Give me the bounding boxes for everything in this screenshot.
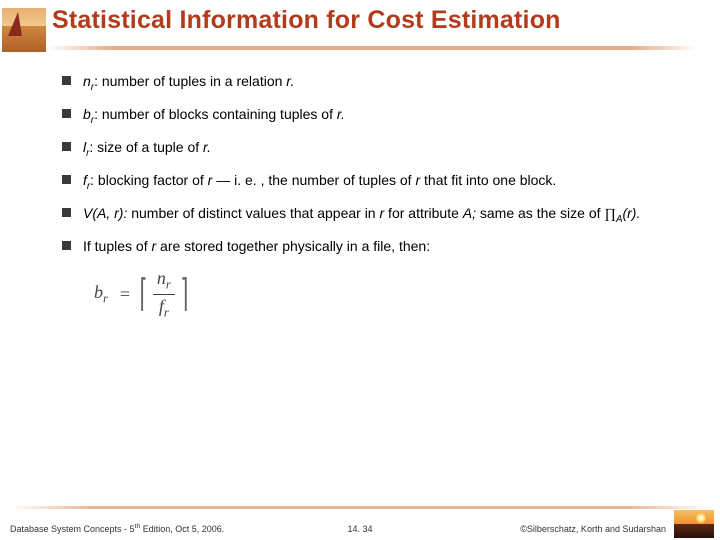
sunset-icon: [674, 510, 714, 538]
bullet-square-icon: [62, 76, 71, 85]
bullet-item: nr: number of tuples in a relation r.: [62, 72, 702, 94]
formula: br = ⌈ nr fr ⌉: [94, 268, 702, 320]
bullet-square-icon: [62, 109, 71, 118]
slide: Statistical Information for Cost Estimat…: [0, 0, 720, 540]
bullet-item: br: number of blocks containing tuples o…: [62, 105, 702, 127]
slide-footer: Database System Concepts - 5th Edition, …: [0, 506, 720, 540]
bullet-item: If tuples of r are stored together physi…: [62, 237, 702, 256]
bullet-text: fr: blocking factor of r — i. e. , the n…: [83, 171, 702, 193]
bullet-item: V(A, r): number of distinct values that …: [62, 204, 702, 226]
sailboat-icon: [2, 8, 46, 52]
bullet-item: lr: size of a tuple of r.: [62, 138, 702, 160]
bullet-square-icon: [62, 175, 71, 184]
bullet-text: br: number of blocks containing tuples o…: [83, 105, 702, 127]
bullet-square-icon: [62, 208, 71, 217]
bullet-item: fr: blocking factor of r — i. e. , the n…: [62, 171, 702, 193]
title-underline: [48, 46, 698, 50]
slide-content: nr: number of tuples in a relation r. br…: [62, 72, 702, 320]
bullet-square-icon: [62, 142, 71, 151]
bullet-square-icon: [62, 241, 71, 250]
footer-copyright: ©Silberschatz, Korth and Sudarshan: [520, 524, 666, 534]
bullet-text: V(A, r): number of distinct values that …: [83, 204, 702, 226]
bullet-text: If tuples of r are stored together physi…: [83, 237, 702, 256]
bullet-text: nr: number of tuples in a relation r.: [83, 72, 702, 94]
slide-title: Statistical Information for Cost Estimat…: [52, 6, 561, 35]
bullet-text: lr: size of a tuple of r.: [83, 138, 702, 160]
slide-header: Statistical Information for Cost Estimat…: [0, 0, 720, 58]
footer-underline: [10, 506, 710, 509]
